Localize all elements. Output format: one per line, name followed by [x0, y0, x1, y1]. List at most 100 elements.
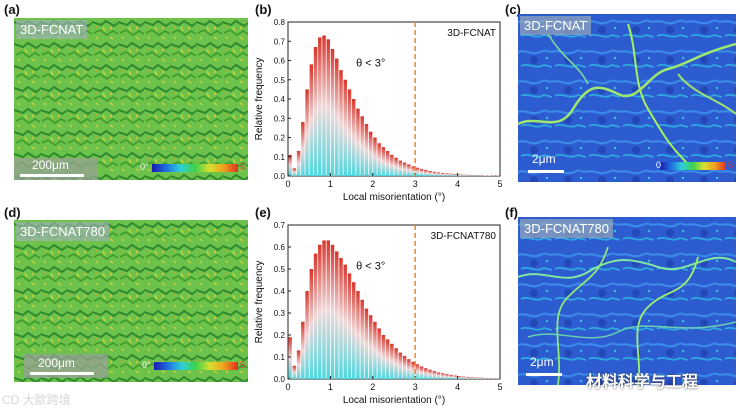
y-axis-label: Relative frequency — [254, 58, 265, 141]
histogram-bar — [309, 269, 314, 379]
histogram-bar — [343, 264, 347, 379]
x-tick-label: 4 — [455, 382, 460, 392]
color-bar-min-d: 0° — [142, 360, 151, 370]
histogram-bar — [373, 321, 377, 379]
y-tick-label: 0.8 — [274, 18, 286, 27]
panel-label-e: (e) — [255, 205, 271, 220]
histogram-bar — [381, 335, 386, 379]
histogram-bar — [487, 175, 492, 176]
histogram-bar — [474, 175, 479, 176]
histogram-bar — [487, 378, 492, 379]
histogram-bar — [313, 47, 318, 177]
histogram-bar — [453, 375, 458, 379]
panel-label-c: (c) — [505, 2, 521, 17]
histogram-bar — [330, 48, 335, 177]
legend-label: 3D-FCNAT — [447, 28, 496, 39]
histogram-bar — [292, 168, 297, 176]
histogram-bar — [381, 147, 386, 176]
scale-bar-label-d: 200μm — [38, 356, 75, 370]
histogram-bar — [415, 167, 420, 176]
kam-map-f: 3D-FCNAT780 2μm — [518, 217, 736, 385]
histogram-bar — [296, 150, 301, 176]
histogram-bar — [364, 308, 369, 379]
histogram-bar — [449, 173, 453, 176]
histogram-bar — [436, 172, 441, 176]
histogram-bar — [305, 89, 309, 176]
histogram-bar — [377, 328, 381, 379]
histogram-bar — [301, 122, 305, 176]
histogram-bar — [432, 371, 437, 379]
y-tick-label: 0.6 — [274, 57, 286, 66]
histogram-bar — [424, 368, 428, 379]
histogram-b: 0 1 2 3 4 5 0.0 0.1 0.2 0.3 0.4 0.5 0.6 0.7 0.8 3D-FCNA… — [254, 18, 503, 203]
histogram-bar — [360, 116, 364, 176]
histogram-bar — [407, 359, 411, 379]
histogram-bar — [496, 378, 500, 379]
histogram-bar — [301, 321, 305, 379]
y-tick-label: 0.1 — [274, 153, 286, 162]
y-tick-label: 0.1 — [274, 353, 286, 362]
histogram-e: 0 1 2 3 4 5 0.0 0.1 0.2 0.3 0.4 0.5 0.6 0.7 3D-FCNAT78… — [254, 221, 503, 406]
histogram-bar — [368, 131, 373, 176]
histogram-bar — [326, 240, 331, 379]
histogram-bar — [347, 89, 352, 176]
histogram-bar — [441, 172, 445, 176]
histogram-bar — [360, 299, 364, 379]
histogram-bar — [402, 162, 407, 176]
plot-frame — [287, 224, 501, 380]
ebsd-map-a: 3D-FCNAT 200μm 0° 5 — [14, 18, 248, 180]
histogram-bar — [330, 244, 335, 379]
scale-bar-label-c: 2μm — [532, 152, 556, 166]
x-tick-label: 5 — [497, 382, 502, 392]
y-tick-label: 0.5 — [274, 76, 286, 85]
y-tick-label: 0.4 — [274, 95, 286, 104]
histogram-bar — [318, 37, 322, 177]
histogram-bar — [313, 253, 318, 379]
histogram-bar — [322, 35, 326, 176]
legend-label: 3D-FCNAT780 — [431, 231, 497, 242]
histogram-bar — [441, 373, 445, 379]
histogram-bar — [470, 377, 475, 379]
y-tick-label: 0.3 — [274, 114, 286, 123]
x-tick-label: 2 — [370, 179, 375, 189]
histogram-bar — [309, 64, 314, 176]
histogram-bar — [419, 168, 424, 176]
histogram-bar — [351, 99, 356, 176]
histogram-bar — [445, 173, 449, 176]
histogram-bar — [343, 79, 347, 176]
histogram-bar — [462, 376, 466, 379]
scale-bar-a — [20, 174, 84, 177]
panel-label-d: (d) — [4, 205, 21, 220]
histogram-bar — [398, 160, 403, 176]
scale-bar-d — [30, 372, 94, 375]
histogram-bar — [288, 337, 292, 379]
color-bar-d — [154, 362, 238, 370]
y-tick-label: 0.0 — [274, 172, 286, 181]
histogram-bar — [479, 377, 483, 379]
histogram-bar — [288, 154, 292, 176]
y-tick-label: 0.2 — [274, 331, 286, 340]
sample-tag-c: 3D-FCNAT — [520, 16, 592, 35]
panel-label-a: (a) — [4, 2, 20, 17]
color-bar-min-c: 0 — [656, 160, 662, 170]
sample-tag-f: 3D-FCNAT780 — [520, 219, 614, 238]
histogram-bar — [335, 251, 339, 379]
histogram-bar — [470, 175, 475, 176]
histogram-bar — [453, 174, 458, 176]
color-bar-max-c: 5 — [728, 160, 734, 170]
histogram-bar — [390, 343, 394, 379]
histogram-bar — [449, 374, 453, 379]
histogram-bar — [415, 364, 420, 379]
histogram-bar — [479, 175, 483, 176]
histogram-bar — [432, 171, 437, 176]
watermark: CD 大歐跨境 — [2, 393, 71, 407]
brand-label: 材料科学与工程 — [586, 374, 699, 391]
histogram-bar — [394, 157, 398, 176]
histogram-bar — [411, 361, 415, 379]
histogram-bar — [428, 369, 432, 379]
histogram-bar — [462, 174, 466, 176]
y-tick-label: 0.5 — [274, 265, 286, 274]
histogram-bar — [296, 350, 301, 379]
histogram-bar — [483, 377, 487, 379]
y-tick-label: 0.3 — [274, 309, 286, 318]
